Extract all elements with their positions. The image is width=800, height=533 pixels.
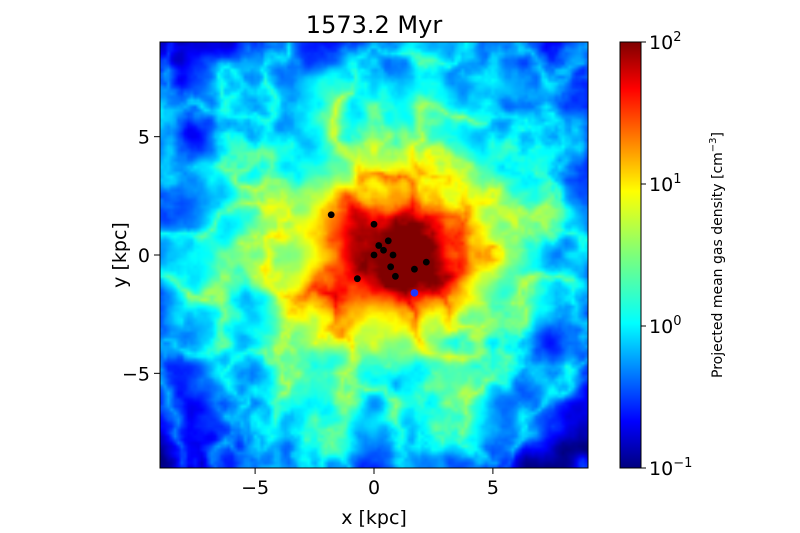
- y-tick-label: −5: [122, 363, 150, 385]
- x-axis-ticks: −5 0 5: [241, 468, 499, 499]
- star-particle-marker: [370, 251, 378, 259]
- star-particle-marker: [422, 258, 430, 266]
- y-axis-ticks: −5 0 5: [122, 127, 160, 385]
- chart-title: 1573.2 Myr: [306, 11, 443, 39]
- star-particle-marker: [411, 265, 418, 273]
- colorbar-tick-label: 102: [649, 30, 681, 54]
- star-particle-marker: [387, 263, 395, 271]
- colorbar: [619, 41, 642, 469]
- star-particle-marker: [384, 237, 392, 245]
- colorbar-tick-label: 101: [649, 172, 681, 196]
- x-tick-label: 5: [487, 477, 499, 499]
- colorbar-tick-label: 100: [649, 314, 681, 338]
- star-particle-marker: [375, 242, 383, 249]
- y-axis-label: y [kpc]: [109, 222, 131, 288]
- highlighted-particle-marker: [410, 289, 419, 297]
- x-axis-label: x [kpc]: [341, 507, 407, 529]
- colorbar-ticks: 10−1 100 101 102: [641, 30, 692, 480]
- star-particle-marker: [327, 211, 335, 219]
- colorbar-tick-label: 10−1: [649, 456, 692, 480]
- star-particle-marker: [389, 251, 397, 259]
- star-particle-marker: [370, 220, 378, 228]
- x-tick-label: 0: [368, 477, 380, 499]
- y-tick-label: 0: [138, 245, 150, 267]
- colorbar-label: Projected mean gas density [cm−3]: [708, 132, 726, 378]
- star-particle-marker: [392, 272, 399, 280]
- y-tick-label: 5: [138, 127, 150, 149]
- x-tick-label: −5: [241, 477, 269, 499]
- star-particle-marker: [353, 275, 361, 283]
- star-markers: [327, 211, 430, 297]
- star-particle-marker: [380, 246, 387, 254]
